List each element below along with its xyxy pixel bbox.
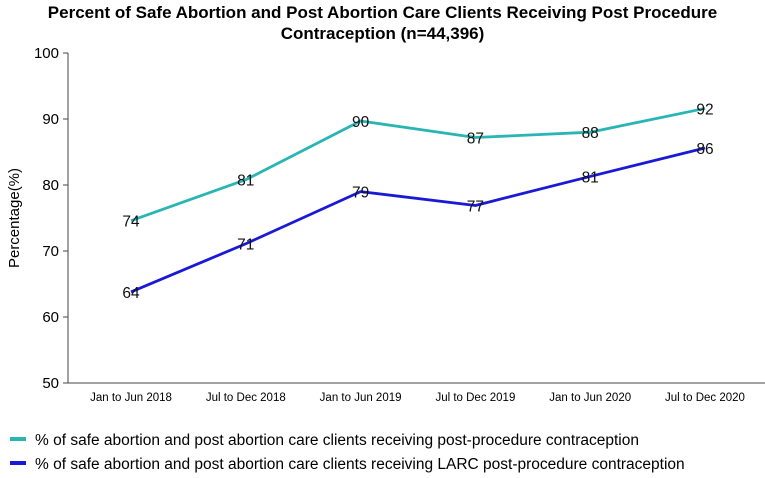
series-layer: 74 81 90 87 88 92 64 71 79 77 81 86 — [122, 101, 713, 301]
data-label: 87 — [467, 130, 484, 147]
data-label: 64 — [122, 285, 140, 302]
x-tick-label: Jan to Jun 2019 — [320, 392, 402, 404]
y-tick-label: 90 — [42, 111, 59, 128]
data-label: 88 — [582, 125, 599, 142]
legend-item-all-contraception: % of safe abortion and post abortion car… — [10, 432, 639, 450]
legend-label: % of safe abortion and post abortion car… — [35, 456, 685, 473]
legend-swatch-blue — [10, 460, 26, 465]
series-line-0 — [130, 107, 706, 222]
y-tick-label: 50 — [42, 375, 59, 392]
legend-label: % of safe abortion and post abortion car… — [35, 432, 639, 449]
chart-title-line-1: Percent of Safe Abortion and Post Aborti… — [47, 3, 718, 22]
legend-swatch-teal — [10, 436, 26, 441]
y-axis-title: Percentage(%) — [6, 168, 23, 268]
data-label: 92 — [696, 101, 713, 118]
series-line-1 — [130, 146, 706, 294]
data-label: 81 — [237, 173, 254, 190]
axes: 50 60 70 80 90 100 Jan to Jun 2018 Jul to Dec 2… — [6, 45, 765, 404]
y-tick-label: 80 — [42, 177, 59, 194]
x-tick-label: Jan to Jun 2018 — [90, 392, 172, 404]
data-label: 77 — [467, 198, 484, 215]
chart-title: Percent of Safe Abortion and Post Aborti… — [0, 2, 765, 44]
data-label: 71 — [237, 237, 254, 254]
x-tick-label: Jul to Dec 2018 — [206, 392, 286, 404]
y-tick-label: 70 — [42, 243, 59, 260]
y-tick-label: 60 — [42, 309, 59, 326]
legend-item-larc-contraception: % of safe abortion and post abortion car… — [10, 456, 685, 474]
data-label: 90 — [352, 114, 370, 131]
data-label: 74 — [122, 214, 140, 231]
y-tick-label: 100 — [34, 45, 59, 62]
x-tick-label: Jul to Dec 2019 — [435, 392, 515, 404]
chart-title-line-2: Contraception (n=44,396) — [280, 24, 485, 43]
data-label: 79 — [352, 185, 369, 202]
line-chart: 50 60 70 80 90 100 Jan to Jun 2018 Jul to Dec 2… — [6, 45, 765, 404]
data-label: 86 — [696, 141, 713, 158]
x-tick-label: Jul to Dec 2020 — [665, 392, 745, 404]
data-label: 81 — [582, 169, 599, 186]
x-tick-label: Jan to Jun 2020 — [549, 392, 631, 404]
